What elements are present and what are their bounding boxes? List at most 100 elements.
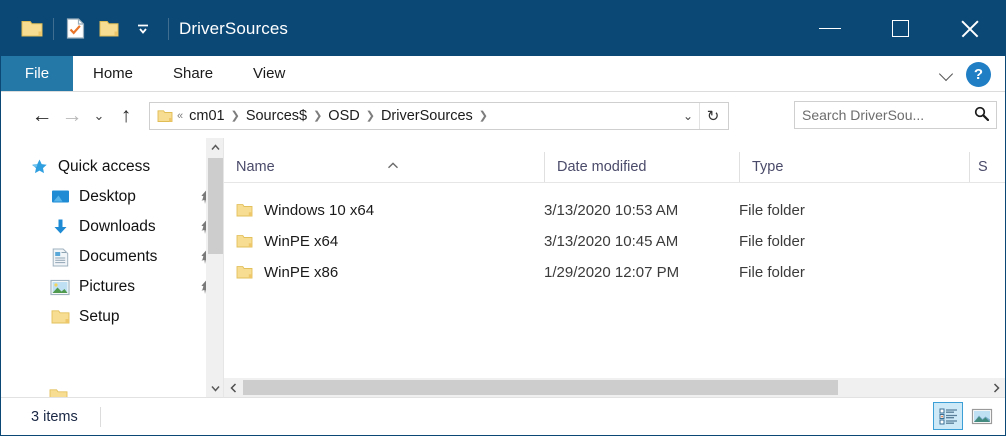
breadcrumb-separator[interactable]: ❯ <box>313 110 323 122</box>
breadcrumb-separator[interactable]: ❯ <box>230 110 240 122</box>
forward-button[interactable]: → <box>61 103 83 127</box>
close-icon <box>959 18 981 40</box>
breadcrumb-separator[interactable]: ❯ <box>478 110 489 122</box>
desktop-icon <box>49 187 71 207</box>
sidebar-item-label: Setup <box>79 308 120 325</box>
file-rows: Windows 10 x64 3/13/2020 10:53 AM File f… <box>224 183 1005 288</box>
column-header-date-modified[interactable]: Date modified <box>544 152 739 182</box>
up-button[interactable]: ↑ <box>120 103 132 127</box>
tab-share[interactable]: Share <box>173 65 214 82</box>
breadcrumb-driversources[interactable]: DriverSources <box>380 107 473 124</box>
column-header-name-label: Name <box>236 159 275 175</box>
horizontal-scrollbar[interactable] <box>224 378 1005 397</box>
tab-view[interactable]: View <box>253 65 286 82</box>
close-button[interactable] <box>935 1 1005 56</box>
column-header-size[interactable]: S <box>969 152 1005 182</box>
sidebar-item-setup[interactable]: Setup <box>1 302 223 332</box>
details-view-button[interactable] <box>933 402 963 430</box>
address-dropdown-icon[interactable]: ⌄ <box>682 108 694 123</box>
breadcrumb-osd[interactable]: OSD <box>328 107 360 124</box>
view-toggle-buttons <box>933 402 997 430</box>
status-divider <box>99 406 101 427</box>
column-header-name[interactable]: Name <box>224 152 544 182</box>
sidebar-item-downloads[interactable]: Downloads <box>1 212 223 242</box>
sidebar-scroll-thumb[interactable] <box>208 158 223 254</box>
minimize-button[interactable] <box>795 1 865 56</box>
file-date-modified: 3/13/2020 10:45 AM <box>544 233 679 250</box>
file-list-pane: Name Date modified Type S <box>223 138 1005 397</box>
file-date-modified: 3/13/2020 10:53 AM <box>544 202 679 219</box>
horizontal-scroll-thumb[interactable] <box>243 380 838 395</box>
tab-file[interactable]: File <box>1 56 73 91</box>
folder-icon[interactable] <box>15 12 49 46</box>
back-button[interactable]: ← <box>31 103 53 127</box>
file-type: File folder <box>739 264 805 281</box>
tab-home[interactable]: Home <box>93 65 134 82</box>
maximize-button[interactable] <box>865 1 935 56</box>
ribbon-right-controls: ? <box>940 56 999 92</box>
large-icons-view-button[interactable] <box>967 402 997 430</box>
navigation-list: Quick access Desktop <box>1 138 223 332</box>
window-title: DriverSources <box>179 18 288 38</box>
table-row[interactable]: WinPE x86 1/29/2020 12:07 PM File folder <box>224 257 1005 288</box>
file-type: File folder <box>739 233 805 250</box>
address-bar-row: ← → ⌄ ↑ « cm01 ❯ Sources$ ❯ OSD ❯ Driver… <box>1 93 1005 138</box>
sidebar-item-label: Quick access <box>58 158 151 175</box>
star-icon <box>28 157 50 177</box>
qat-separator-1 <box>53 17 54 40</box>
help-icon[interactable]: ? <box>966 61 991 87</box>
minimize-icon <box>819 27 841 30</box>
column-header-type[interactable]: Type <box>739 152 969 182</box>
sidebar-item-quick-access[interactable]: Quick access <box>1 152 223 182</box>
sidebar-item-label: Desktop <box>79 188 136 205</box>
maximize-icon <box>891 20 909 37</box>
sort-ascending-icon <box>387 160 399 172</box>
folder-icon <box>49 307 71 327</box>
scroll-up-icon[interactable] <box>207 138 223 156</box>
sidebar-item-pictures[interactable]: Pictures <box>1 272 223 302</box>
table-row[interactable]: WinPE x64 3/13/2020 10:45 AM File folder <box>224 226 1005 257</box>
picture-icon <box>49 277 71 297</box>
breadcrumb-cm01[interactable]: cm01 <box>189 107 225 124</box>
scroll-right-icon[interactable] <box>987 378 1005 397</box>
search-icon <box>974 106 990 124</box>
title-bar: DriverSources <box>1 1 1005 56</box>
quick-access-toolbar <box>1 12 160 46</box>
search-box[interactable]: Search DriverSou... <box>794 101 997 129</box>
scroll-left-icon[interactable] <box>224 378 243 397</box>
recent-locations-button[interactable]: ⌄ <box>93 107 105 123</box>
chevron-down-icon[interactable] <box>126 12 160 46</box>
file-name: WinPE x64 <box>264 233 339 250</box>
sidebar-item-label: Documents <box>79 248 158 265</box>
folder-icon <box>236 265 253 280</box>
title-separator <box>168 17 169 40</box>
explorer-body: Quick access Desktop <box>1 138 1005 397</box>
sidebar-item-documents[interactable]: Documents <box>1 242 223 272</box>
scroll-down-icon[interactable] <box>207 379 223 397</box>
search-input[interactable]: Search DriverSou... <box>802 107 925 123</box>
sidebar-item-label: Pictures <box>79 278 135 295</box>
chevron-down-icon[interactable] <box>940 67 954 81</box>
sidebar-item-desktop[interactable]: Desktop <box>1 182 223 212</box>
column-header-row: Name Date modified Type S <box>224 138 1005 183</box>
folder-icon <box>236 203 253 218</box>
download-icon <box>49 217 71 237</box>
breadcrumb-sources[interactable]: Sources$ <box>245 107 308 124</box>
file-type: File folder <box>739 202 805 219</box>
new-folder-icon[interactable] <box>92 12 126 46</box>
table-row[interactable]: Windows 10 x64 3/13/2020 10:53 AM File f… <box>224 195 1005 226</box>
file-name: WinPE x86 <box>264 264 339 281</box>
item-count-label: 3 items <box>31 408 78 425</box>
breadcrumb-separator[interactable]: ❯ <box>365 110 375 122</box>
breadcrumb-overflow[interactable]: « <box>177 109 184 122</box>
folder-icon <box>156 106 174 126</box>
refresh-icon[interactable]: ↻ <box>706 107 720 125</box>
properties-icon[interactable] <box>58 12 92 46</box>
file-date-modified: 1/29/2020 12:07 PM <box>544 264 680 281</box>
address-bar[interactable]: « cm01 ❯ Sources$ ❯ OSD ❯ DriverSources … <box>149 101 729 130</box>
folder-icon <box>236 234 253 249</box>
window-controls <box>795 1 1005 56</box>
status-bar: 3 items <box>1 397 1005 435</box>
sidebar-scrollbar[interactable] <box>206 138 223 397</box>
